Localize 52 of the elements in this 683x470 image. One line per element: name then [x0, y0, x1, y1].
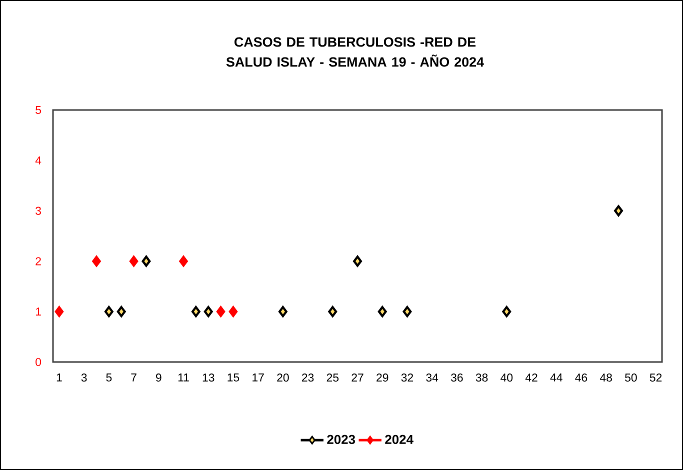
point: [178, 255, 188, 268]
x-tick-label: 46: [575, 374, 588, 382]
point: [228, 306, 238, 318]
point: [328, 306, 338, 318]
x-tick-label: 32: [401, 374, 414, 382]
x-tick-label: 50: [625, 374, 637, 382]
point: [216, 306, 226, 318]
x-tick-label: 23: [302, 374, 314, 382]
x-tick-label: 5: [106, 374, 112, 382]
point: [104, 306, 114, 318]
x-tick-label: 36: [450, 374, 463, 382]
x-tick-label: 29: [376, 374, 388, 382]
point: [92, 255, 102, 268]
x-tick-label: 15: [228, 374, 240, 382]
x-tick-label: 11: [178, 374, 189, 382]
point: [191, 306, 200, 318]
x-tick-label: 25: [326, 374, 339, 382]
x-tick-label: 44: [550, 374, 562, 382]
x-tick-label: 48: [600, 374, 612, 382]
point: [204, 306, 213, 318]
x-tick-label: 52: [650, 374, 662, 382]
y-tick-label: 0: [36, 358, 42, 366]
x-tick-label: 1: [56, 374, 62, 382]
x-tick-label: 42: [525, 374, 538, 382]
point: [502, 306, 512, 318]
point: [116, 306, 126, 318]
x-tick-label: 20: [277, 374, 289, 382]
y-tick-label: 3: [36, 206, 41, 215]
point: [378, 306, 387, 318]
point: [54, 306, 64, 318]
x-tick-label: 38: [476, 374, 488, 382]
x-tick-label: 34: [426, 374, 438, 382]
x-tick-label: 17: [252, 374, 264, 382]
x-tick-label: 40: [500, 374, 513, 382]
y-tick-label: 4: [35, 156, 42, 164]
point: [614, 205, 623, 216]
point: [278, 306, 288, 318]
legend-label: 2024: [385, 434, 414, 444]
x-tick-label: 27: [352, 374, 364, 382]
x-tick-label: 13: [202, 374, 214, 382]
chart-title: CASOS DE TUBERCULOSIS -RED DE SALUD ISLAY - SEMANA 19 - AÑO 2024: [226, 37, 484, 67]
legend-label: 2023: [327, 434, 356, 444]
x-tick-label: 9: [156, 374, 162, 382]
x-tick-label: 7: [131, 374, 136, 382]
y-tick-label: 5: [36, 106, 41, 114]
point: [142, 256, 151, 267]
y-tick-label: 1: [36, 308, 41, 316]
point: [129, 255, 138, 268]
point: [402, 306, 412, 318]
point: [353, 256, 362, 267]
y-tick-label: 2: [36, 257, 41, 266]
x-tick-label: 3: [81, 374, 87, 382]
